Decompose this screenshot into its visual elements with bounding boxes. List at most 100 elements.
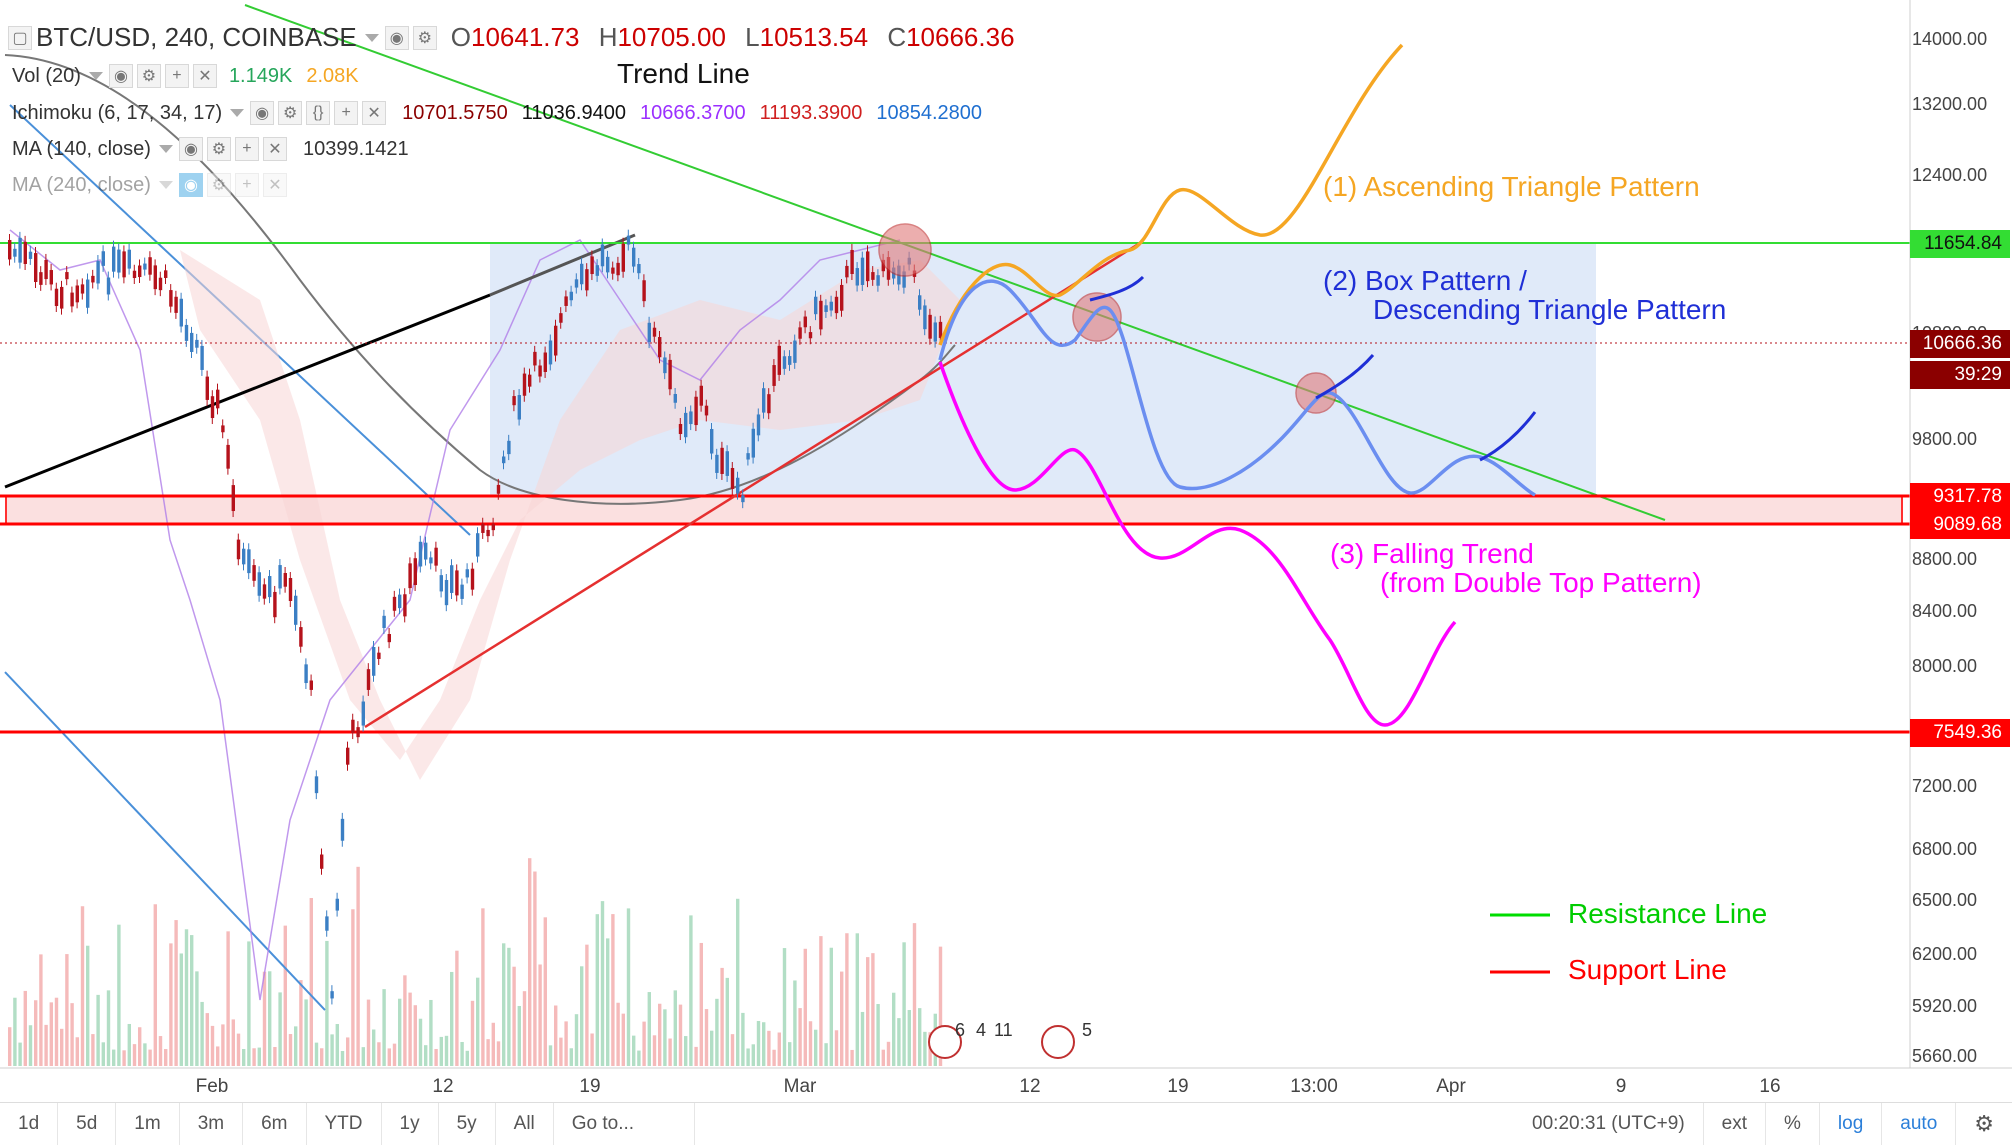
volume-bar [8, 1027, 12, 1066]
eye-icon[interactable]: ◉ [108, 64, 133, 88]
gear-icon[interactable]: ⚙ [206, 137, 231, 161]
symbol-title[interactable]: BTC/USD, 240, COINBASE [36, 22, 357, 52]
eye-icon[interactable]: ◉ [384, 25, 409, 50]
volume-bar [938, 946, 943, 1066]
close-icon[interactable]: ✕ [262, 137, 287, 161]
ma240-label[interactable]: MA (240, close) [12, 173, 151, 196]
plus-icon[interactable]: + [164, 64, 189, 88]
range-1m[interactable]: 1m [116, 1103, 180, 1145]
volume-bar [658, 1003, 662, 1066]
candle-body [611, 267, 615, 274]
volume-bar [309, 898, 313, 1066]
time-tick: 12 [432, 1076, 454, 1097]
candle-body [418, 541, 423, 567]
event-count-1[interactable]: 6 [955, 1020, 966, 1040]
candle-body [325, 916, 329, 931]
gear-icon[interactable]: ⚙ [136, 64, 161, 88]
chevron-down-icon[interactable] [158, 181, 173, 189]
volume-bar [725, 977, 729, 1066]
volume-bar [346, 1037, 350, 1066]
ma140-label[interactable]: MA (140, close) [12, 137, 151, 160]
candle-body [866, 251, 870, 282]
event-count-4[interactable]: 5 [1082, 1020, 1093, 1040]
event-count-2[interactable]: 4 [976, 1020, 987, 1040]
candle-body [96, 261, 100, 284]
volume-bar [590, 1033, 594, 1066]
candle-body [70, 292, 74, 307]
range-5d[interactable]: 5d [58, 1103, 117, 1145]
plus-icon[interactable]: + [234, 173, 259, 197]
volume-bar [18, 1042, 22, 1066]
volume-bar [522, 991, 527, 1066]
range-ytd[interactable]: YTD [307, 1103, 382, 1145]
range-1y[interactable]: 1y [382, 1103, 439, 1145]
candle-body [304, 664, 308, 684]
close-icon[interactable]: ✕ [362, 101, 387, 125]
percent-toggle[interactable]: % [1766, 1103, 1820, 1145]
volume-bar [751, 1044, 755, 1066]
volume-label[interactable]: Vol (20) [12, 64, 81, 87]
candle-body [756, 414, 761, 436]
event-count-3[interactable]: 11 [994, 1020, 1013, 1040]
eye-icon[interactable]: ◉ [178, 137, 203, 161]
candle-body [829, 301, 833, 311]
candle-body [543, 352, 547, 372]
close-icon[interactable]: ✕ [262, 173, 287, 197]
pattern2-dark-3 [1479, 411, 1537, 462]
support-price-tag: 7549.36 [1910, 719, 2010, 747]
ichimoku-label[interactable]: Ichimoku (6, 17, 34, 17) [12, 101, 223, 124]
time-tick: 9 [1615, 1076, 1627, 1097]
volume-bar [226, 931, 230, 1066]
ext-toggle[interactable]: ext [1704, 1103, 1767, 1145]
price-tick: 12400.00 [1912, 165, 1988, 185]
range-5y[interactable]: 5y [439, 1103, 496, 1145]
candle-body [470, 568, 475, 590]
eye-icon[interactable]: ◉ [178, 173, 203, 197]
range-1d[interactable]: 1d [0, 1103, 59, 1145]
volume-bar [372, 1029, 376, 1066]
gear-icon[interactable]: ⚙ [206, 173, 231, 197]
collapse-icon[interactable]: ▢ [8, 25, 32, 50]
legend-support-label: Support Line [1568, 954, 1727, 985]
range-all[interactable]: All [496, 1103, 554, 1145]
candle-body [205, 376, 209, 400]
volume-bar [595, 914, 599, 1066]
candle-body [112, 246, 116, 272]
plus-icon[interactable]: + [334, 101, 359, 125]
time-tick: 19 [579, 1076, 601, 1097]
volume-bar [772, 1049, 776, 1066]
goto-button[interactable]: Go to... [554, 1103, 696, 1145]
range-6m[interactable]: 6m [243, 1103, 307, 1145]
range-3m[interactable]: 3m [180, 1103, 244, 1145]
trend-line-black [4, 293, 491, 489]
price-chart[interactable] [0, 0, 2012, 1100]
descending-resistance-line [244, 4, 1666, 521]
candle-body [231, 485, 235, 512]
auto-toggle[interactable]: auto [1882, 1103, 1957, 1145]
chevron-down-icon[interactable] [88, 72, 103, 80]
candle-body [580, 263, 584, 285]
pattern2-dark-1 [1089, 275, 1145, 302]
volume-bar [210, 1025, 215, 1066]
source-icon[interactable]: {} [306, 101, 331, 125]
candle-body [782, 356, 787, 369]
candle-body [918, 295, 922, 310]
chevron-down-icon[interactable] [158, 145, 173, 153]
settings-gear-icon[interactable]: ⚙ [1974, 1111, 1994, 1136]
volume-bar [585, 944, 589, 1066]
gear-icon[interactable]: ⚙ [412, 25, 437, 50]
candle-body [101, 251, 105, 266]
volume-bar [70, 1003, 74, 1066]
clock-timezone[interactable]: 00:20:31 (UTC+9) [1514, 1103, 1704, 1145]
volume-bar [647, 992, 651, 1066]
chevron-down-icon[interactable] [364, 33, 379, 42]
volume-bar [398, 998, 402, 1066]
trend-line-label: Trend Line [617, 58, 750, 89]
log-toggle[interactable]: log [1820, 1103, 1883, 1145]
plus-icon[interactable]: + [234, 137, 259, 161]
eye-icon[interactable]: ◉ [250, 101, 275, 125]
chevron-down-icon[interactable] [230, 109, 245, 117]
gear-icon[interactable]: ⚙ [278, 101, 303, 125]
close-icon[interactable]: ✕ [192, 64, 217, 88]
box-bottom-price-tag: 9089.68 [1910, 511, 2010, 539]
